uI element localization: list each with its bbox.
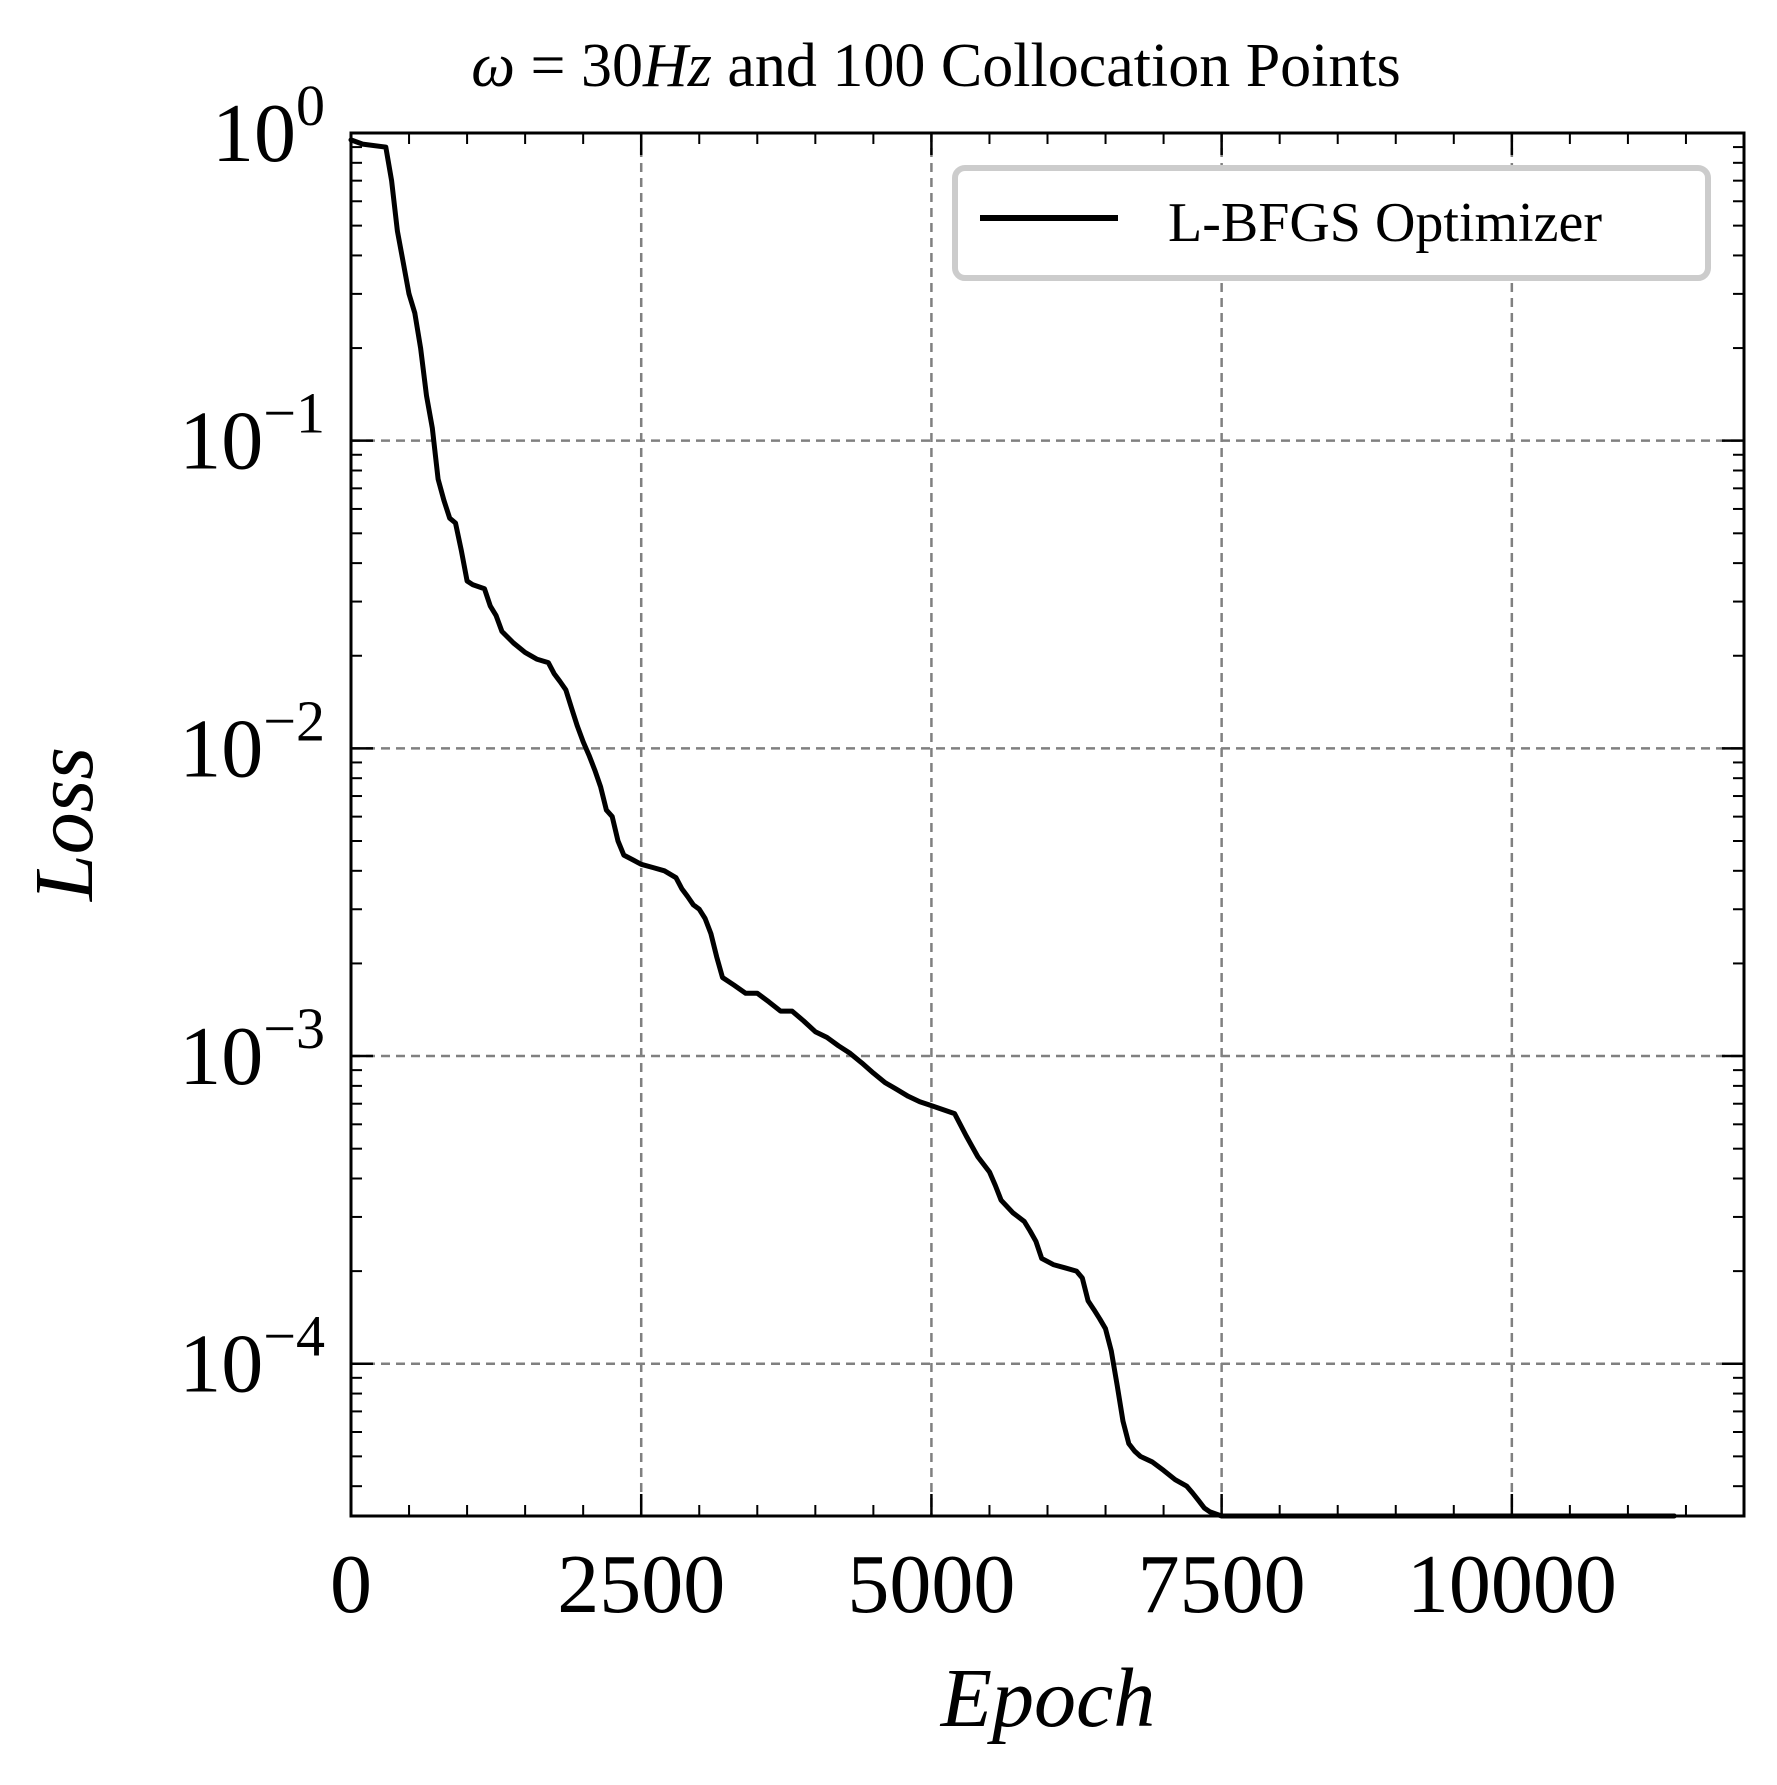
x-axis-label: Epoch	[940, 1652, 1156, 1745]
y-tick-label: 10−4	[179, 1304, 325, 1411]
legend-box	[952, 165, 1711, 281]
x-tick-label: 10000	[1407, 1538, 1617, 1631]
title-rest: and 100 Collocation Points	[712, 32, 1401, 100]
chart-title: ω = 30Hz and 100 Collocation Points	[471, 32, 1401, 100]
series-line-lbfgs	[348, 137, 1677, 1519]
plot-frame	[349, 131, 1746, 1518]
legend: L-BFGS Optimizer	[952, 165, 1711, 281]
x-tick-label: 2500	[557, 1538, 725, 1631]
y-tick-base: 10	[179, 395, 263, 488]
y-tick-exponent: −4	[263, 1304, 325, 1369]
y-tick-base: 10	[212, 87, 296, 180]
y-tick-label: 10−1	[179, 381, 325, 488]
y-tick-label: 100	[212, 73, 325, 180]
y-tick-exponent: −2	[263, 688, 325, 753]
y-tick-exponent: −3	[263, 996, 325, 1061]
x-tick-label: 7500	[1138, 1538, 1306, 1631]
y-tick-base: 10	[179, 702, 263, 795]
grid-lines	[351, 133, 1744, 1516]
y-tick-base: 10	[179, 1010, 263, 1103]
title-value: = 30	[515, 32, 643, 100]
x-tick-labels: 0 2500 5000 7500 10000	[330, 1538, 1617, 1631]
y-tick-label: 10−2	[179, 688, 325, 795]
y-tick-exponent: −1	[263, 381, 325, 446]
y-tick-base: 10	[179, 1318, 263, 1411]
title-unit: Hz	[642, 32, 712, 100]
minor-ticks	[351, 133, 1744, 1516]
y-tick-label: 10−3	[179, 996, 325, 1103]
x-tick-label: 0	[330, 1538, 372, 1631]
y-tick-exponent: 0	[296, 73, 325, 138]
series-layer	[348, 137, 1677, 1519]
x-tick-label: 5000	[847, 1538, 1015, 1631]
legend-label: L-BFGS Optimizer	[1168, 192, 1602, 254]
y-axis-label: Loss	[18, 747, 111, 902]
title-omega: ω	[471, 32, 515, 100]
